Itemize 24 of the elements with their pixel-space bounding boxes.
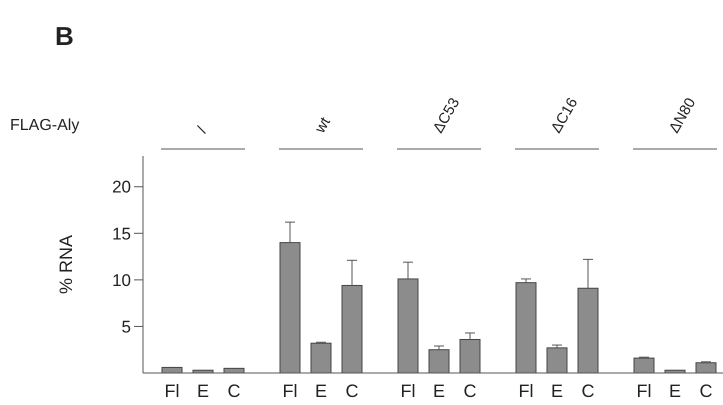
x-tick-label: C [582, 381, 594, 401]
x-tick-label: Fl [282, 381, 298, 401]
y-axis-title: % RNA [56, 234, 76, 294]
x-tick-label: C [464, 381, 476, 401]
x-tick-label: Fl [400, 381, 416, 401]
x-tick-label: E [668, 381, 682, 401]
y-tick-label: 15 [112, 224, 131, 244]
y-tick-label: 20 [112, 178, 131, 197]
x-tick-label: C [228, 381, 240, 401]
x-tick-label: Fl [636, 381, 652, 401]
text: / [194, 123, 211, 136]
x-tick-label: Fl [164, 381, 180, 401]
x-tick-label: C [346, 381, 358, 401]
x-tick-label: E [196, 381, 210, 401]
y-tick-label: 5 [122, 317, 131, 336]
x-tick-label: E [550, 381, 564, 401]
x-tick-label: E [432, 381, 446, 401]
x-tick-label: Fl [518, 381, 534, 401]
x-tick-label: C [700, 381, 712, 401]
text: FLAG-Aly [10, 117, 80, 134]
x-tick-label: E [314, 381, 328, 401]
text: wt [311, 114, 334, 137]
y-tick-label: 10 [112, 270, 131, 290]
chart-title: B [55, 21, 74, 51]
